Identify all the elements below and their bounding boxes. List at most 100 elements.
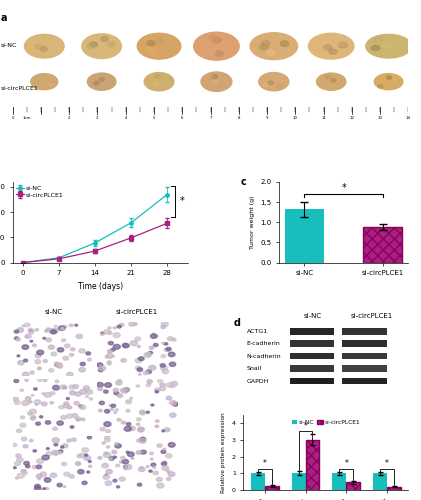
Circle shape (42, 392, 45, 394)
Ellipse shape (31, 74, 58, 90)
Circle shape (20, 389, 24, 392)
Circle shape (153, 344, 158, 346)
Circle shape (99, 368, 103, 372)
Circle shape (64, 472, 69, 476)
Ellipse shape (155, 74, 161, 78)
Circle shape (160, 383, 165, 387)
Circle shape (57, 362, 62, 366)
Circle shape (117, 380, 122, 383)
Circle shape (38, 367, 41, 369)
Circle shape (138, 427, 144, 432)
Circle shape (16, 429, 22, 432)
Circle shape (166, 470, 170, 472)
Circle shape (21, 437, 27, 441)
Circle shape (75, 417, 81, 420)
Circle shape (37, 368, 41, 370)
Ellipse shape (209, 36, 217, 41)
Circle shape (89, 465, 92, 468)
Circle shape (53, 452, 59, 455)
Circle shape (137, 346, 141, 348)
Circle shape (44, 477, 47, 478)
Circle shape (63, 404, 69, 408)
Circle shape (103, 452, 111, 458)
Circle shape (166, 478, 171, 480)
Circle shape (157, 483, 164, 488)
Circle shape (115, 408, 118, 410)
Circle shape (171, 382, 178, 386)
Circle shape (168, 442, 175, 447)
Text: *: * (304, 422, 307, 430)
Circle shape (105, 481, 112, 486)
Circle shape (83, 386, 90, 390)
Circle shape (62, 444, 68, 448)
Ellipse shape (213, 37, 221, 43)
Circle shape (30, 340, 33, 342)
Circle shape (104, 452, 108, 454)
Circle shape (22, 470, 26, 472)
Bar (290, 378, 334, 384)
Ellipse shape (24, 34, 64, 58)
Ellipse shape (208, 50, 216, 55)
Circle shape (141, 450, 146, 454)
Circle shape (76, 334, 83, 338)
Bar (333, 474, 346, 490)
Ellipse shape (48, 84, 53, 86)
Circle shape (80, 362, 85, 366)
Circle shape (158, 380, 163, 383)
Circle shape (30, 416, 35, 420)
Circle shape (79, 368, 85, 372)
Bar (342, 378, 387, 384)
Circle shape (121, 388, 128, 393)
Ellipse shape (259, 72, 289, 91)
Circle shape (106, 430, 110, 433)
Ellipse shape (386, 46, 394, 51)
Circle shape (25, 396, 31, 400)
Circle shape (102, 442, 105, 444)
Legend: si-NC, si-circPLCE1: si-NC, si-circPLCE1 (290, 418, 362, 428)
Circle shape (155, 388, 160, 392)
Circle shape (109, 458, 112, 460)
Circle shape (149, 452, 153, 454)
Circle shape (99, 401, 104, 404)
Circle shape (105, 356, 109, 358)
Circle shape (107, 350, 112, 353)
Circle shape (14, 400, 20, 404)
Circle shape (25, 379, 28, 382)
Ellipse shape (146, 47, 154, 52)
Circle shape (53, 427, 57, 430)
Circle shape (131, 341, 138, 345)
Ellipse shape (339, 43, 347, 48)
Circle shape (45, 488, 49, 490)
Circle shape (59, 326, 65, 330)
Circle shape (85, 454, 88, 456)
Circle shape (115, 442, 118, 444)
Circle shape (13, 398, 19, 401)
Circle shape (126, 400, 131, 404)
Circle shape (103, 475, 110, 480)
Circle shape (169, 384, 175, 388)
Circle shape (17, 474, 24, 478)
Circle shape (21, 416, 25, 418)
Circle shape (29, 401, 32, 403)
Bar (290, 353, 334, 360)
Circle shape (86, 352, 91, 355)
Ellipse shape (268, 81, 274, 84)
Circle shape (161, 462, 167, 466)
Circle shape (119, 477, 125, 481)
Circle shape (57, 484, 62, 487)
Circle shape (143, 371, 149, 374)
Bar (285, 210, 324, 262)
Circle shape (64, 344, 70, 348)
Circle shape (156, 478, 162, 482)
Circle shape (161, 326, 165, 328)
Circle shape (99, 366, 106, 370)
Circle shape (56, 364, 63, 368)
Circle shape (46, 328, 51, 332)
Circle shape (61, 462, 67, 466)
Circle shape (79, 349, 85, 353)
Ellipse shape (317, 73, 346, 90)
Text: c: c (240, 177, 246, 187)
Ellipse shape (371, 46, 380, 51)
Ellipse shape (250, 32, 298, 60)
Text: *: * (341, 183, 346, 193)
